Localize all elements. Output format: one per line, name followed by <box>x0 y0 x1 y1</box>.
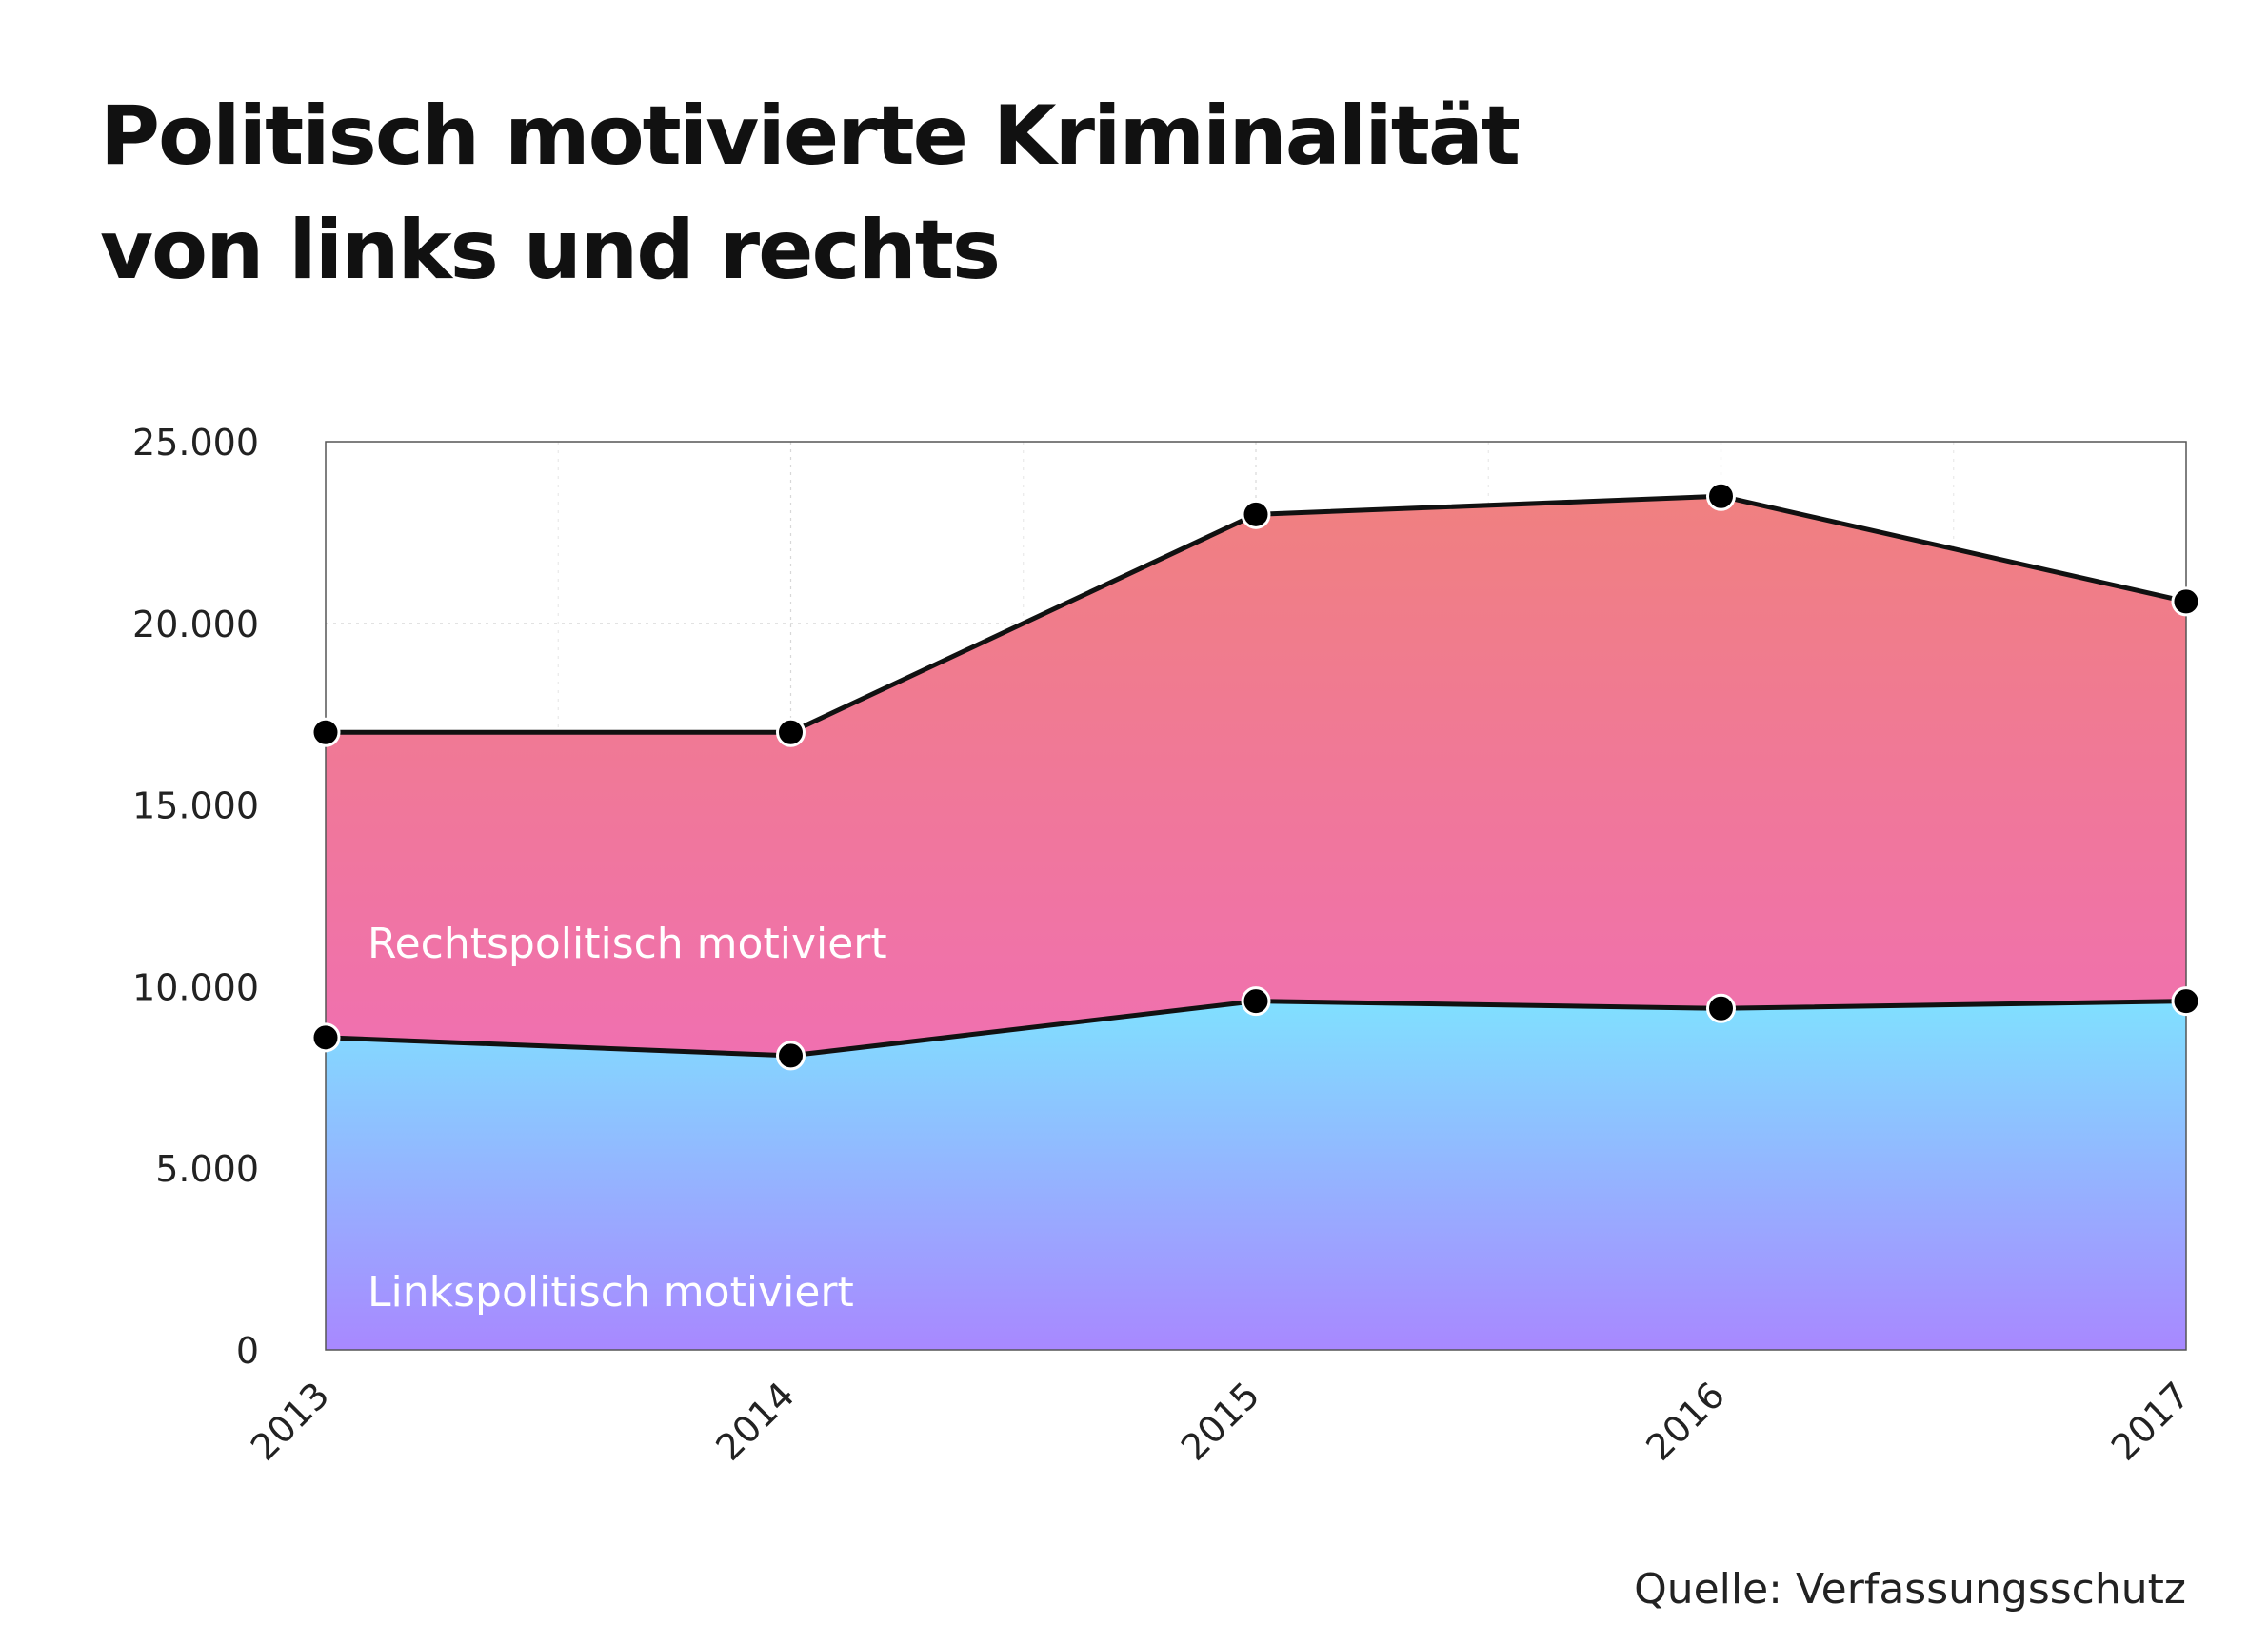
series-label-left: Linkspolitisch motiviert <box>368 1268 854 1317</box>
marker-rechtspolitisch-2017 <box>2171 586 2201 617</box>
y-tick-label: 0 <box>236 1330 259 1372</box>
marker-rechtspolitisch-2016 <box>1706 481 1736 511</box>
x-tick-label: 2015 <box>1173 1374 1268 1469</box>
x-axis-ticks: 2013 2014 2015 2016 2017 <box>243 1374 2198 1469</box>
marker-rechtspolitisch-2013 <box>310 717 341 747</box>
y-tick-label: 10.000 <box>132 966 259 1008</box>
marker-layer <box>310 481 2201 1071</box>
x-tick-label: 2016 <box>1638 1374 1733 1469</box>
y-tick-label: 5.000 <box>155 1148 259 1190</box>
y-axis-ticks: 0 5.000 10.000 15.000 20.000 25.000 <box>132 422 259 1372</box>
area-layer <box>326 496 2186 1350</box>
x-tick-label: 2017 <box>2103 1374 2198 1469</box>
y-tick-label: 25.000 <box>132 422 259 464</box>
marker-linkspolitisch-2015 <box>1241 986 1271 1017</box>
marker-linkspolitisch-2013 <box>310 1022 341 1053</box>
marker-rechtspolitisch-2014 <box>776 717 806 747</box>
series-label-right: Rechtspolitisch motiviert <box>368 920 887 968</box>
x-tick-label: 2014 <box>707 1374 803 1469</box>
marker-rechtspolitisch-2015 <box>1241 499 1271 529</box>
source-note: Quelle: Verfassungsschutz <box>1634 1565 2186 1614</box>
marker-linkspolitisch-2014 <box>776 1041 806 1071</box>
x-tick-label: 2013 <box>243 1374 338 1469</box>
marker-linkspolitisch-2017 <box>2171 986 2201 1017</box>
y-tick-label: 20.000 <box>132 604 259 645</box>
plot-frame <box>325 441 2187 1351</box>
area-rechtspolitisch <box>326 496 2186 1056</box>
marker-linkspolitisch-2016 <box>1706 993 1736 1023</box>
chart-title-line-2: von links und rechts <box>100 203 999 298</box>
y-tick-label: 15.000 <box>132 785 259 827</box>
area-linkspolitisch <box>326 1001 2186 1350</box>
chart-title-line-1: Politisch motivierte Kriminalität <box>100 89 1520 184</box>
